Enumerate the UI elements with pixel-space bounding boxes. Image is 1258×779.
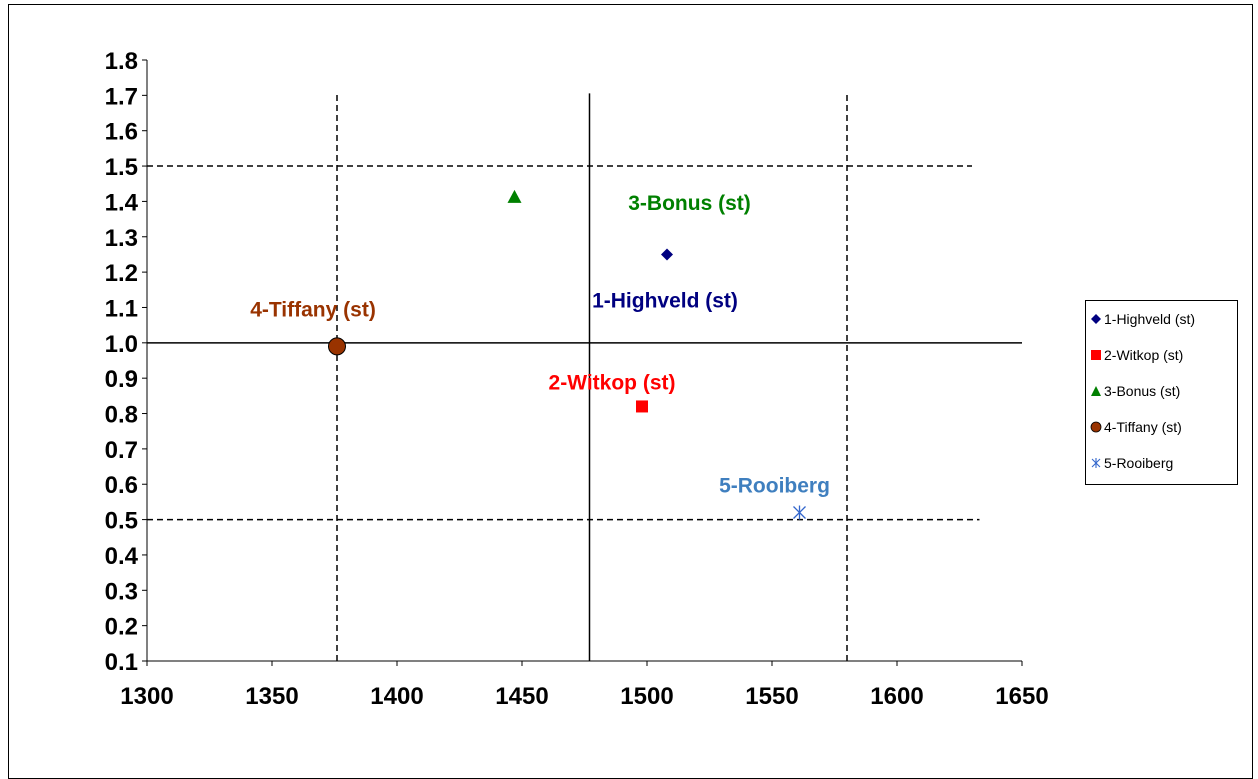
y-tick-label: 1.8	[105, 48, 138, 75]
reference-lines	[147, 93, 1022, 661]
y-tick-label: 0.7	[105, 437, 138, 464]
y-tick-label: 0.8	[105, 402, 138, 429]
legend-label: 2-Witkop (st)	[1104, 347, 1184, 363]
x-tick-label: 1600	[870, 683, 923, 710]
point-label: 1-Highveld (st)	[592, 289, 738, 312]
x-tick-label: 1500	[620, 683, 673, 710]
data-point-star	[793, 505, 806, 520]
y-tick-label: 1.0	[105, 331, 138, 358]
point-label: 5-Rooiberg	[719, 475, 830, 498]
legend-marker-square	[1091, 350, 1101, 360]
data-points	[328, 189, 806, 520]
legend-label: 1-Highveld (st)	[1104, 311, 1196, 327]
point-label: 3-Bonus (st)	[628, 192, 751, 215]
y-tick-label: 1.7	[105, 83, 138, 110]
y-tick-label: 0.5	[105, 508, 138, 535]
legend-item: 1-Highveld (st)	[1086, 309, 1195, 329]
legend-item: 3-Bonus (st)	[1086, 381, 1180, 401]
x-tick-label: 1350	[245, 683, 298, 710]
legend-marker-star	[1091, 458, 1101, 468]
chart-area	[8, 4, 1253, 779]
legend-marker-circle	[1090, 421, 1102, 433]
tick-labels: 0.1 0.2 0.3 0.4 0.5 0.6 0.7 0.8 0.9 1.0 1.1 1.2 1.3 1…	[105, 48, 1049, 710]
y-tick-label: 0.9	[105, 366, 138, 393]
legend-marker-diamond	[1091, 314, 1101, 324]
data-point-triangle	[507, 189, 522, 203]
point-label: 4-Tiffany (st)	[250, 298, 376, 321]
x-tick-label: 1400	[370, 683, 423, 710]
x-tick-label: 1650	[995, 683, 1048, 710]
y-tick-label: 1.2	[105, 260, 138, 287]
y-tick-label: 0.3	[105, 578, 138, 605]
y-tick-label: 0.6	[105, 472, 138, 499]
data-point-diamond	[661, 248, 673, 261]
y-tick-label: 1.4	[105, 189, 139, 216]
legend-label: 5-Rooiberg	[1104, 455, 1174, 471]
y-tick-label: 1.3	[105, 225, 138, 252]
y-tick-label: 1.5	[105, 154, 138, 181]
point-labels: 1-Highveld (st) 2-Witkop (st) 3-Bonus (st)…	[250, 192, 830, 498]
legend-item: 5-Rooiberg	[1086, 453, 1173, 473]
legend-item: 2-Witkop (st)	[1086, 345, 1183, 365]
y-tick-label: 1.6	[105, 119, 138, 146]
data-point-circle	[328, 337, 346, 356]
legend: 1-Highveld (st) 2-Witkop (st) 3-Bonus (st)…	[1085, 300, 1238, 485]
x-tick-label: 1300	[120, 683, 173, 710]
legend-label: 3-Bonus (st)	[1104, 383, 1181, 399]
y-tick-label: 1.1	[105, 295, 138, 322]
y-tick-label: 0.2	[105, 614, 138, 641]
axes	[146, 60, 1022, 662]
data-point-square	[636, 400, 648, 413]
x-tick-label: 1450	[495, 683, 548, 710]
legend-marker-triangle	[1091, 386, 1101, 396]
y-tick-label: 0.4	[105, 543, 139, 570]
x-tick-label: 1550	[745, 683, 798, 710]
point-label: 2-Witkop (st)	[549, 371, 676, 394]
y-tick-label: 0.1	[105, 649, 138, 676]
legend-item: 4-Tiffany (st)	[1086, 417, 1182, 437]
legend-label: 4-Tiffany (st)	[1104, 419, 1182, 435]
